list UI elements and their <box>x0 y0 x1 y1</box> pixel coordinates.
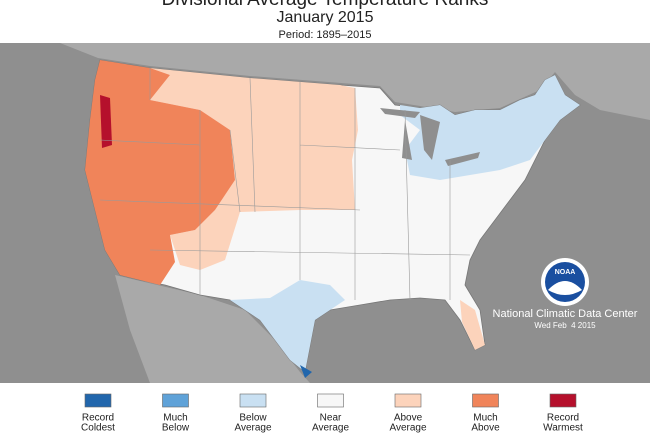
legend-label: Below <box>239 413 267 424</box>
legend-label: Above <box>394 413 423 424</box>
legend-label: Above <box>471 423 500 433</box>
mexico <box>115 275 310 383</box>
logo-text: NOAA <box>555 269 576 276</box>
legend-swatch <box>162 393 189 408</box>
legend-label: Below <box>162 423 190 433</box>
legend-label: Average <box>234 423 272 433</box>
state-borders <box>99 68 471 301</box>
above-region <box>150 68 358 270</box>
title: Divisional Average Temperature Ranks <box>162 0 489 10</box>
agency: National Climatic Data Center <box>493 308 638 320</box>
legend-swatch <box>84 393 112 408</box>
texas-region <box>230 280 345 372</box>
legend-label: Record <box>547 413 579 424</box>
legend-label: Much <box>163 413 187 424</box>
legend-label: Near <box>320 413 342 424</box>
legend-swatch <box>239 393 267 408</box>
legend-swatch <box>472 393 499 408</box>
florida-region <box>460 300 485 350</box>
period: Period: 1895–2015 <box>279 29 372 41</box>
legend-label: Much <box>473 413 497 424</box>
below-region <box>400 75 580 180</box>
legend-swatch <box>317 393 344 408</box>
legend-label: Average <box>312 423 350 433</box>
legend-label: Warmest <box>543 423 583 433</box>
date: Wed Feb 4 2015 <box>534 321 596 330</box>
legend-swatch <box>394 393 422 408</box>
much-below-region <box>300 365 312 378</box>
canada <box>0 43 650 120</box>
logo-bird <box>548 281 582 295</box>
subtitle: January 2015 <box>277 9 374 26</box>
record-warm-region <box>100 95 112 148</box>
legend-swatch <box>549 393 577 408</box>
legend-label: Coldest <box>81 423 115 433</box>
legend: RecordColdestMuchBelowBelowAverageNearAv… <box>81 393 583 433</box>
legend-label: Average <box>389 423 427 433</box>
legend-label: Record <box>82 413 114 424</box>
great-lakes <box>380 108 480 166</box>
much-above-region <box>85 60 235 285</box>
